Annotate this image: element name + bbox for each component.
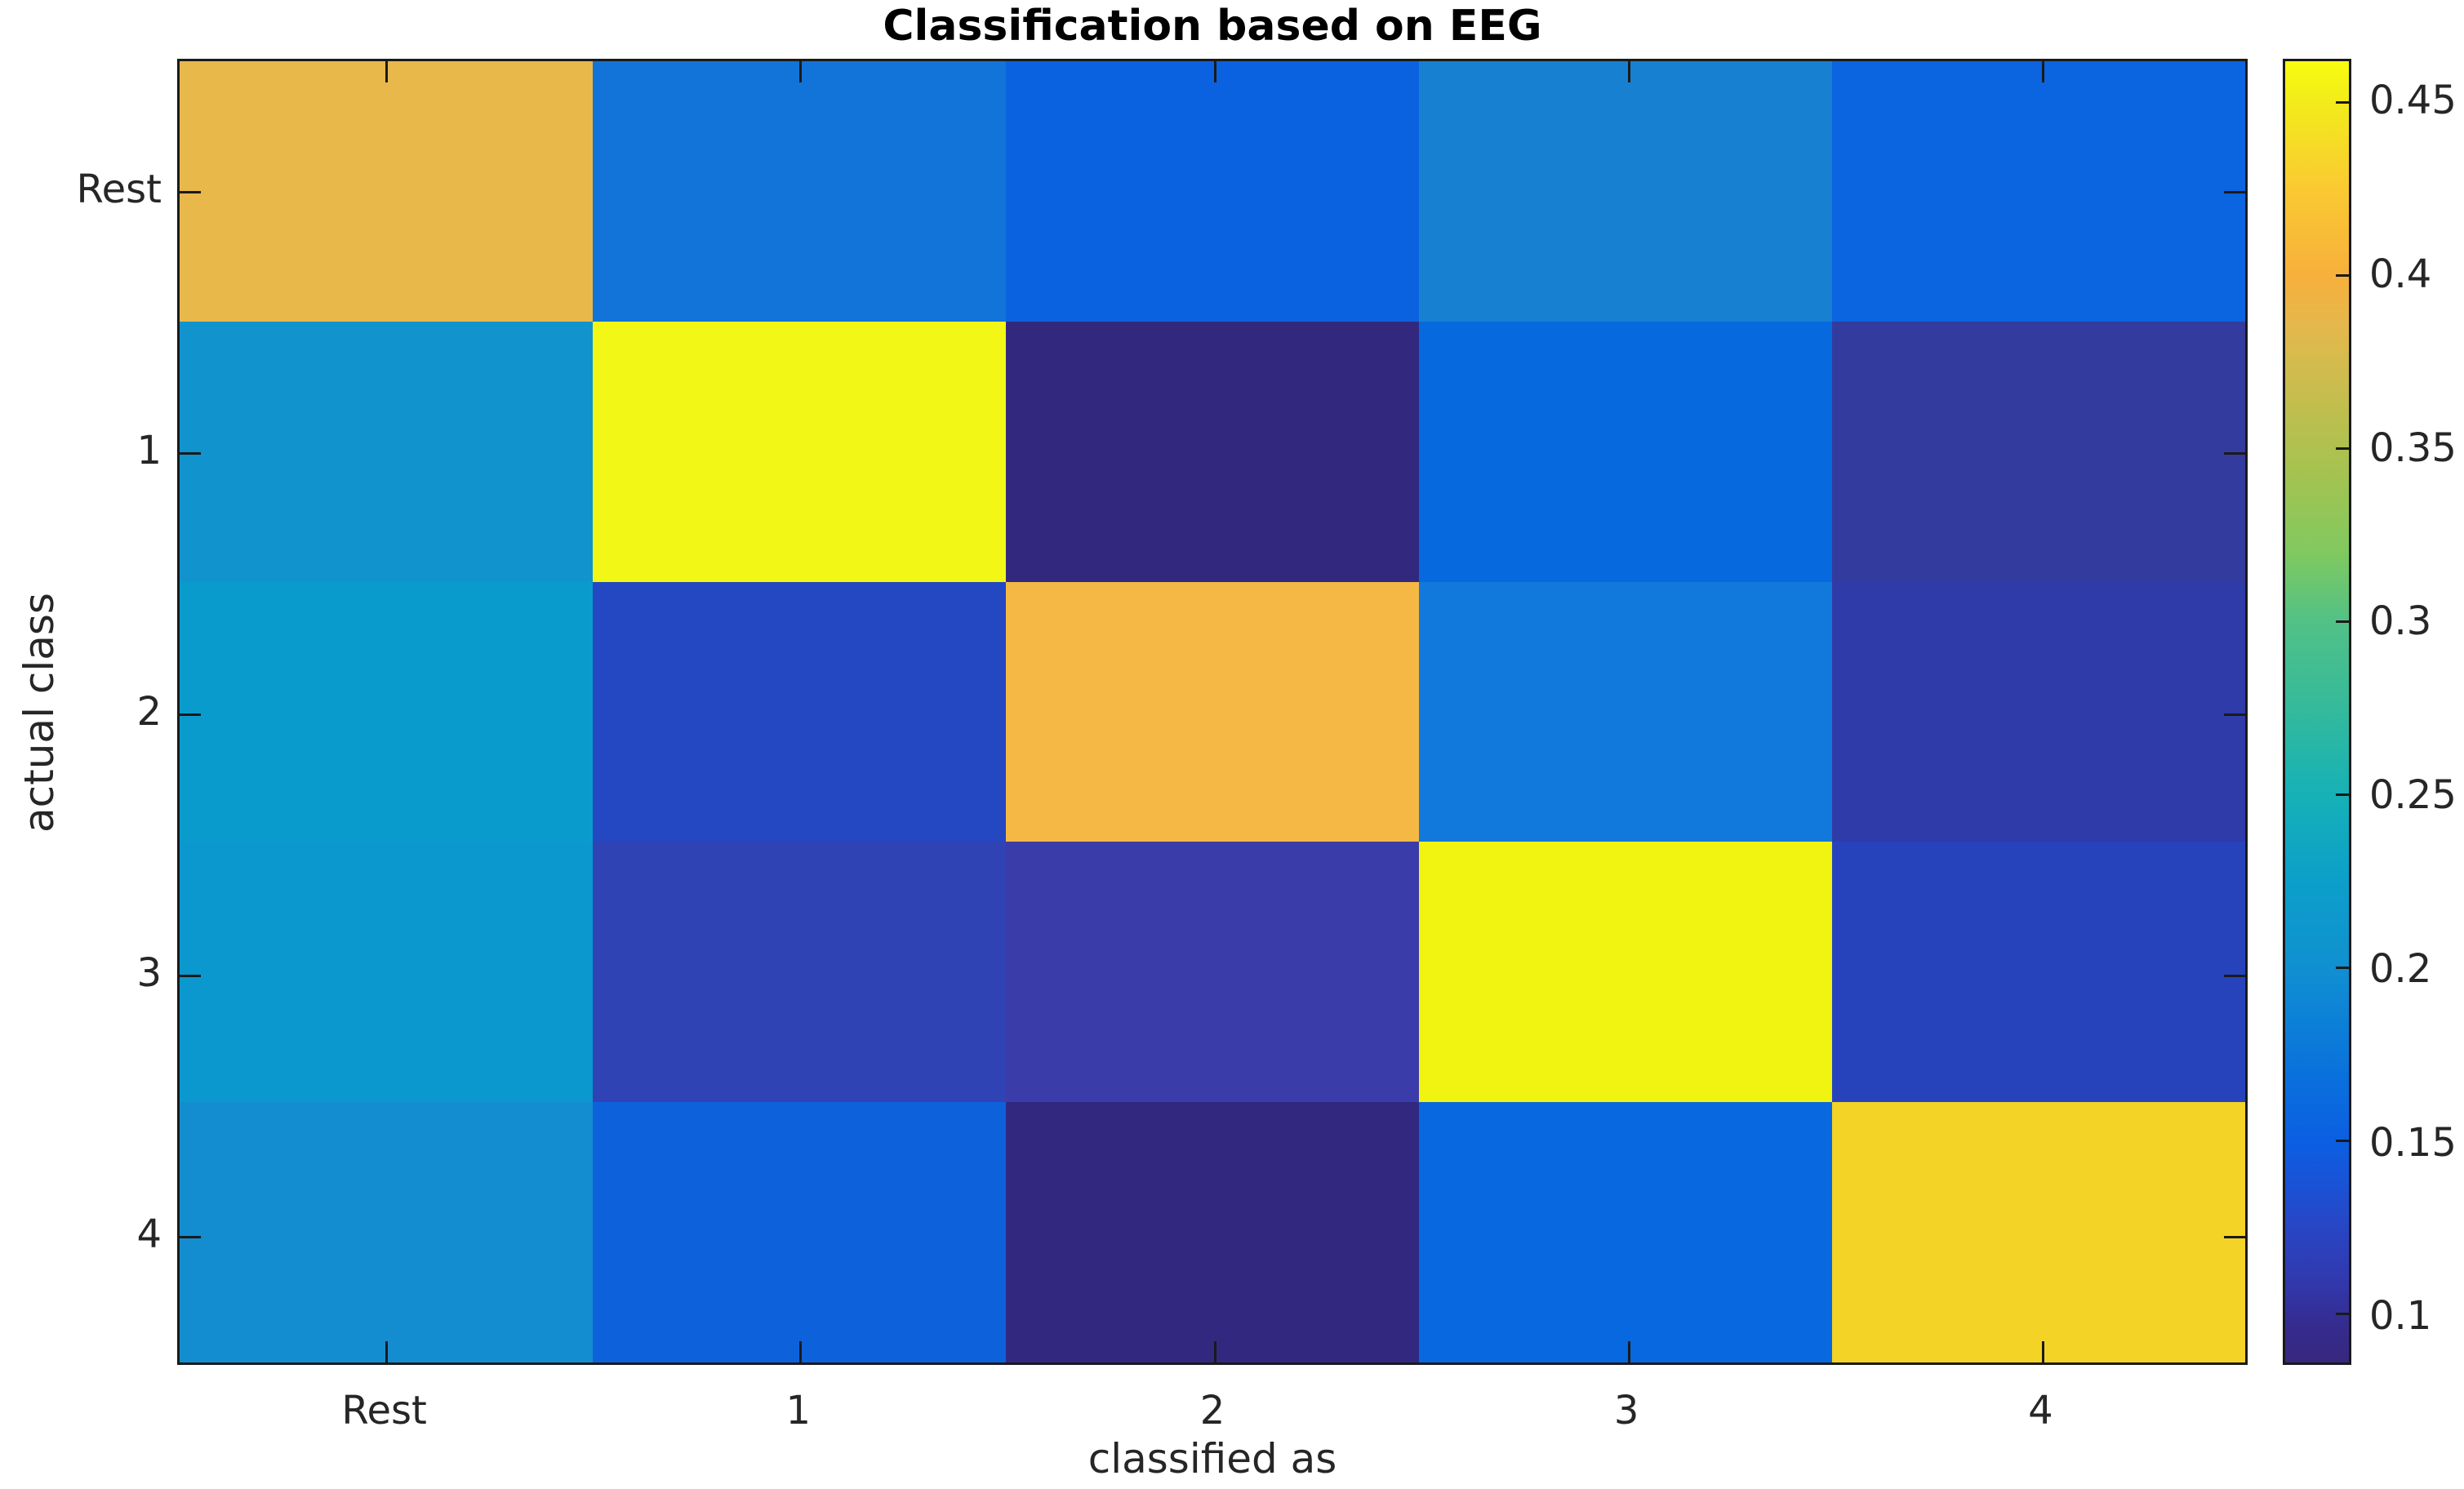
heatmap-cell	[1419, 61, 1832, 322]
colorbar	[2283, 59, 2351, 1365]
heatmap-cell	[1006, 1102, 1419, 1362]
x-axis-tick	[1627, 61, 1630, 82]
y-tick-label: 2	[136, 689, 162, 735]
y-axis-tick	[2224, 1235, 2245, 1238]
y-tick-label: Rest	[76, 167, 162, 212]
colorbar-tick	[2336, 620, 2349, 624]
y-axis-tick	[180, 713, 201, 716]
y-axis-tick	[2224, 713, 2245, 716]
x-tick-label: 2	[1199, 1388, 1225, 1433]
colorbar-tick-label: 0.15	[2369, 1119, 2457, 1166]
colorbar-tick-label: 0.45	[2369, 78, 2457, 124]
y-axis-tick	[180, 974, 201, 977]
y-axis-tick	[180, 451, 201, 455]
y-axis-tick	[2224, 190, 2245, 193]
heatmap-cell	[593, 61, 1006, 322]
heatmap-cell	[1419, 581, 1832, 842]
colorbar-tick	[2336, 967, 2349, 970]
x-axis-tick	[2041, 1341, 2044, 1362]
y-tick-label: 1	[136, 428, 162, 473]
heatmap-cell	[593, 581, 1006, 842]
heatmap-cell	[180, 842, 593, 1103]
x-axis-tick	[385, 1341, 389, 1362]
colorbar-tick-label: 0.1	[2369, 1293, 2432, 1340]
colorbar-tick-label: 0.3	[2369, 598, 2432, 645]
colorbar-tick-label: 0.35	[2369, 424, 2457, 471]
y-tick-label: 4	[136, 1211, 162, 1257]
colorbar-tick	[2336, 1313, 2349, 1316]
heatmap-cell	[180, 581, 593, 842]
x-axis-tick	[799, 61, 803, 82]
colorbar-tick	[2336, 101, 2349, 104]
x-axis-tick	[1627, 1341, 1630, 1362]
heatmap-cell	[1832, 581, 2245, 842]
x-tick-label: 4	[2028, 1388, 2053, 1433]
heatmap-cell	[1006, 842, 1419, 1103]
x-tick-label: 3	[1613, 1388, 1639, 1433]
colorbar-tick	[2336, 274, 2349, 278]
colorbar-tick	[2336, 793, 2349, 797]
x-axis-tick	[385, 61, 389, 82]
heatmap-cell	[1832, 1102, 2245, 1362]
y-tick-label: 3	[136, 950, 162, 996]
heatmap-cell	[1006, 581, 1419, 842]
heatmap-cell	[180, 1102, 593, 1362]
heatmap-cell	[1006, 321, 1419, 582]
colorbar-tick-label: 0.4	[2369, 251, 2432, 297]
heatmap-cell	[593, 1102, 1006, 1362]
colorbar-tick	[2336, 447, 2349, 451]
heatmap-cell	[180, 61, 593, 322]
heatmap-cell	[593, 842, 1006, 1103]
y-axis-tick	[2224, 451, 2245, 455]
heatmap-cell	[180, 321, 593, 582]
x-axis-tick	[799, 1341, 803, 1362]
colorbar-tick-label: 0.2	[2369, 945, 2432, 992]
x-axis-tick	[1213, 61, 1216, 82]
heatmap-cell	[593, 321, 1006, 582]
heatmap-cell	[1832, 321, 2245, 582]
y-axis-tick	[2224, 974, 2245, 977]
heatmap-cell	[1832, 842, 2245, 1103]
heatmap-cell	[1832, 61, 2245, 322]
y-axis-tick	[180, 1235, 201, 1238]
heatmap-cell	[1419, 1102, 1832, 1362]
chart-title: Classification based on EEG	[883, 2, 1542, 51]
x-axis-tick	[1213, 1341, 1216, 1362]
colorbar-tick	[2336, 1140, 2349, 1143]
x-axis-tick	[2041, 61, 2044, 82]
x-tick-label: Rest	[341, 1388, 427, 1433]
x-axis-label: classified as	[1087, 1435, 1337, 1482]
heatmap-cell	[1006, 61, 1419, 322]
colorbar-tick-label: 0.25	[2369, 772, 2457, 819]
heatmap-cell	[1419, 842, 1832, 1103]
x-tick-label: 1	[785, 1388, 812, 1433]
heatmap-axes	[177, 59, 2248, 1365]
heatmap-cell	[1419, 321, 1832, 582]
y-axis-tick	[180, 190, 201, 193]
